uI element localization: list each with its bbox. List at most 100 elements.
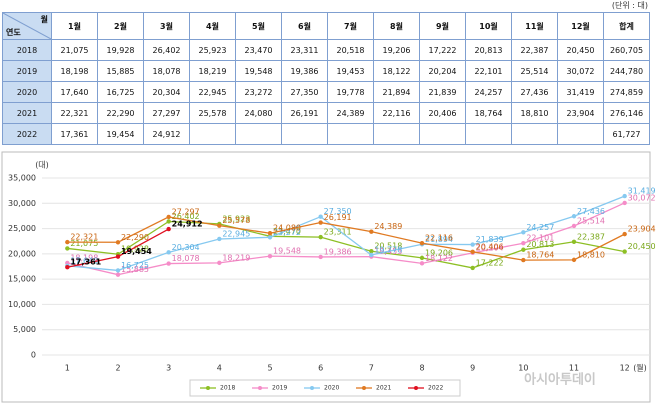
series-line: [67, 216, 625, 261]
y-tick-label: 10,000: [8, 300, 36, 309]
legend-marker: [258, 386, 262, 390]
x-tick-label: 5: [267, 364, 272, 373]
data-point: [267, 235, 273, 240]
data-label: 26,191: [324, 213, 352, 222]
data-point: [521, 257, 526, 263]
data-point: [267, 231, 273, 236]
data-label: 21,075: [70, 239, 98, 248]
data-label: 23,904: [628, 225, 656, 234]
data-label: 22,290: [121, 233, 149, 242]
corner-label: 연도: [6, 28, 21, 37]
data-label: 22,945: [222, 229, 250, 238]
data-point: [419, 240, 425, 246]
x-tick-label: 4: [217, 364, 222, 373]
y-tick-label: 0: [31, 351, 36, 360]
value-cell: 17,361: [51, 123, 98, 145]
data-label: 22,101: [526, 234, 554, 243]
x-tick-label: 1: [65, 364, 70, 373]
data-label: 20,813: [526, 240, 554, 249]
table-row: 2022 17,361 19,454 24,912 61,727: [2, 123, 650, 145]
x-tick-label: 2: [115, 364, 120, 373]
legend-marker: [362, 386, 366, 390]
data-label: 24,257: [526, 223, 554, 232]
data-label: 19,778: [374, 245, 402, 254]
data-label: 19,386: [324, 247, 352, 256]
total-cell: 61,727: [603, 123, 650, 145]
data-label: 23,311: [324, 228, 352, 237]
table-row: 2021 22,321 22,290 27,297 25,578 24,080 26,191…: [2, 102, 650, 124]
legend-marker: [206, 386, 210, 390]
data-label: 26,402: [172, 212, 200, 221]
table-row: 2018 21,075 19,928 26,402 25,923 23,470 23,311…: [2, 39, 650, 61]
data-label: 20,450: [628, 242, 656, 251]
data-point: [166, 226, 171, 232]
data-point: [65, 265, 70, 270]
y-tick-label: 25,000: [8, 224, 36, 233]
x-axis-label: (월): [633, 363, 647, 373]
series-line: [67, 202, 625, 276]
x-tick-label: 6: [318, 364, 323, 373]
data-label: 27,297: [172, 207, 200, 216]
data-label: 17,640: [70, 256, 98, 265]
data-label: 30,072: [628, 193, 656, 202]
data-point: [65, 239, 70, 245]
data-label: 18,122: [425, 254, 453, 263]
x-tick-label: 12: [620, 364, 630, 373]
data-point: [115, 240, 121, 245]
data-point: [571, 239, 577, 244]
data-point: [571, 257, 577, 263]
header-cell: 4월: [189, 12, 236, 40]
unit-note: (단위 : 대): [611, 1, 648, 10]
data-label: 19,548: [273, 247, 301, 256]
data-label: 27,350: [324, 207, 352, 216]
data-label: 18,764: [526, 251, 554, 260]
data-label: 21,839: [476, 235, 504, 244]
legend-label: 2018: [220, 385, 235, 392]
data-label: 24,389: [374, 222, 402, 231]
x-tick-label: 11: [569, 364, 579, 373]
data-point: [521, 230, 526, 235]
year-cell: 2022: [2, 123, 52, 145]
data-point: [419, 255, 425, 261]
legend-frame: [189, 379, 461, 397]
data-label: 18,219: [222, 253, 250, 262]
data-point: [622, 200, 627, 206]
data-label: 22,321: [70, 233, 98, 242]
header-cell: 8월: [373, 12, 420, 40]
data-label: 27,436: [577, 207, 605, 216]
legend-label: 2020: [324, 385, 339, 392]
table-row: 2019 18,198 15,885 18,078 18,219 19,548 19,386…: [2, 60, 650, 82]
data-label: 25,923: [222, 214, 250, 223]
data-point: [470, 249, 475, 255]
data-point: [571, 223, 577, 229]
data-point: [369, 249, 374, 254]
legend-label: 2019: [272, 385, 287, 392]
data-point: [521, 247, 526, 252]
data-point: [369, 229, 374, 234]
data-point: [470, 265, 475, 271]
year-cell: 2019: [2, 60, 52, 82]
y-tick-label: 5,000: [13, 325, 36, 334]
corner-label: 월: [40, 15, 48, 24]
data-point: [166, 219, 171, 224]
data-point: [419, 261, 425, 266]
header-cell: 3월: [143, 12, 190, 40]
data-point: [571, 214, 577, 219]
data-point: [318, 234, 323, 240]
data-label: 15,885: [121, 265, 149, 274]
data-point: [166, 261, 171, 266]
data-point: [369, 252, 374, 258]
series-line: [67, 220, 625, 269]
data-point: [622, 231, 627, 237]
watermark: 아시아투데이: [524, 372, 596, 388]
data-point: [470, 242, 475, 247]
data-point: [115, 272, 121, 277]
series-line: [67, 195, 625, 272]
data-label: 17,361: [70, 258, 101, 267]
legend-marker: [310, 386, 314, 390]
data-label: 18,810: [577, 250, 605, 259]
year-cell: 2021: [2, 102, 52, 124]
header-cell: 11월: [511, 12, 558, 40]
y-tick-label: 15,000: [8, 275, 36, 284]
